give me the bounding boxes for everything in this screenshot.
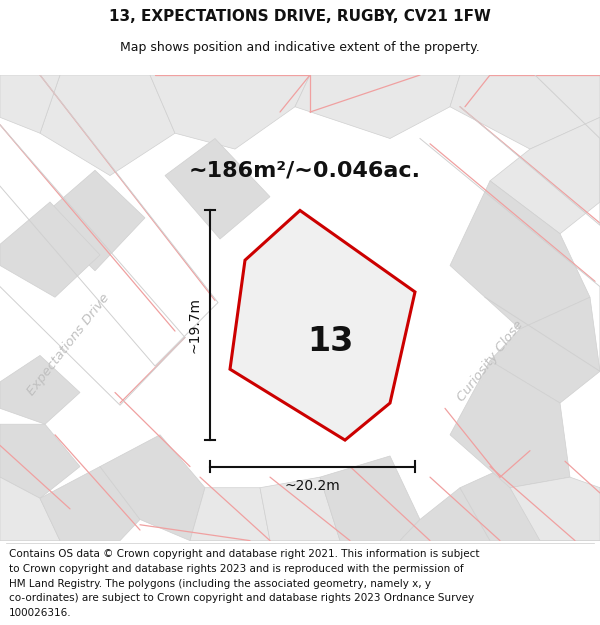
Text: Curiosity Close: Curiosity Close xyxy=(454,318,526,404)
Text: ~19.7m: ~19.7m xyxy=(187,298,201,353)
Text: ~20.2m: ~20.2m xyxy=(284,479,340,492)
Polygon shape xyxy=(40,75,175,176)
Text: HM Land Registry. The polygons (including the associated geometry, namely x, y: HM Land Registry. The polygons (includin… xyxy=(9,579,431,589)
Text: Expectations Drive: Expectations Drive xyxy=(25,291,112,398)
Polygon shape xyxy=(0,75,60,133)
Polygon shape xyxy=(460,456,570,541)
Polygon shape xyxy=(510,477,600,541)
Polygon shape xyxy=(450,75,600,149)
Text: 100026316.: 100026316. xyxy=(9,608,71,618)
Polygon shape xyxy=(540,488,600,541)
Polygon shape xyxy=(260,477,340,541)
Text: Map shows position and indicative extent of the property.: Map shows position and indicative extent… xyxy=(120,41,480,54)
Polygon shape xyxy=(320,456,420,541)
Polygon shape xyxy=(100,435,205,541)
Polygon shape xyxy=(150,75,310,149)
Polygon shape xyxy=(0,356,80,424)
Polygon shape xyxy=(40,466,140,541)
Polygon shape xyxy=(450,181,590,329)
Text: to Crown copyright and database rights 2023 and is reproduced with the permissio: to Crown copyright and database rights 2… xyxy=(9,564,464,574)
Polygon shape xyxy=(0,477,60,541)
Polygon shape xyxy=(190,488,270,541)
Polygon shape xyxy=(400,488,490,541)
Polygon shape xyxy=(490,298,600,403)
Polygon shape xyxy=(490,118,600,234)
Text: 13, EXPECTATIONS DRIVE, RUGBY, CV21 1FW: 13, EXPECTATIONS DRIVE, RUGBY, CV21 1FW xyxy=(109,9,491,24)
Text: co-ordinates) are subject to Crown copyright and database rights 2023 Ordnance S: co-ordinates) are subject to Crown copyr… xyxy=(9,593,474,603)
Text: ~186m²/~0.046ac.: ~186m²/~0.046ac. xyxy=(189,160,421,180)
Polygon shape xyxy=(450,361,570,488)
Text: Contains OS data © Crown copyright and database right 2021. This information is : Contains OS data © Crown copyright and d… xyxy=(9,549,479,559)
Text: 13: 13 xyxy=(307,325,353,358)
Polygon shape xyxy=(230,211,415,440)
Polygon shape xyxy=(40,170,145,271)
Polygon shape xyxy=(0,424,80,498)
Polygon shape xyxy=(295,75,460,139)
Polygon shape xyxy=(165,139,270,239)
Polygon shape xyxy=(0,202,100,298)
